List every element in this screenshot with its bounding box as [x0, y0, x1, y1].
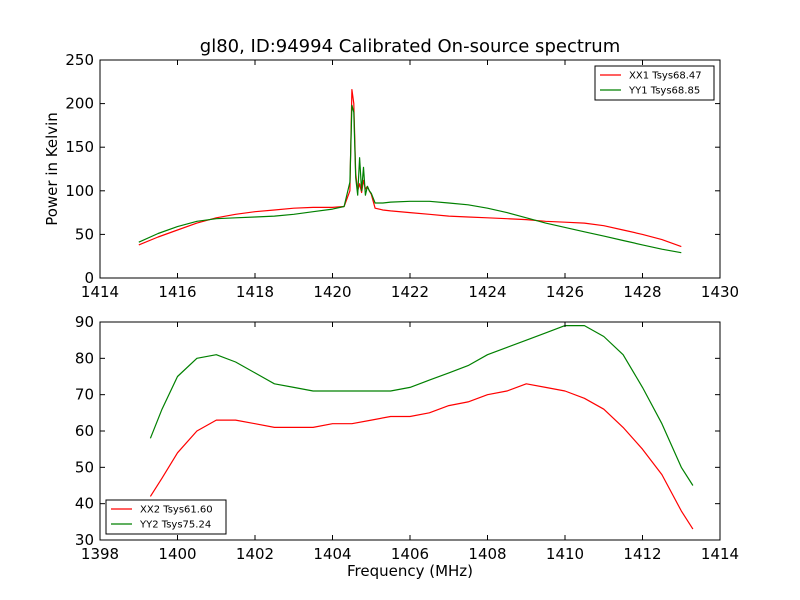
x-tick-label: 1424 [468, 283, 506, 301]
x-tick-label: 1410 [546, 545, 584, 563]
x-tick-label: 1412 [623, 545, 661, 563]
x-axis-label: Frequency (MHz) [347, 562, 473, 580]
y-tick-label: 70 [75, 386, 94, 404]
y-axis-label: Power in Kelvin [43, 112, 61, 226]
series-line-1 [138, 89, 682, 248]
legend-entry-1: XX1 Tsys68.47 [629, 71, 702, 82]
bottom-panel: 1398 1400 1402 1404 1406 1408 1410 1412 1414 30 40… [75, 313, 739, 563]
legend-box [105, 499, 227, 535]
x-tick-label: 1398 [81, 545, 119, 563]
x-tick-label: 1418 [236, 283, 274, 301]
legend: XX2 Tsys61.60 YY2 Tsys75.24 [105, 499, 227, 535]
x-tick-label: 1414 [701, 545, 739, 563]
y-tick-label: 0 [84, 269, 94, 287]
x-tick-label: 1422 [391, 283, 429, 301]
y-tick-label: 60 [75, 422, 94, 440]
x-tick-label: 1400 [158, 545, 196, 563]
legend-entry-1: XX2 Tsys61.60 [140, 505, 213, 516]
y-tick-label: 150 [65, 138, 94, 156]
chart-title: gl80, ID:94994 Calibrated On-source spec… [200, 36, 620, 57]
x-tick-label: 1428 [623, 283, 661, 301]
top-panel: 1414 1416 1418 1420 1422 1424 1426 1428 1430 0 50 1… [65, 51, 739, 301]
legend-box [594, 65, 715, 101]
x-tick-label: 1420 [313, 283, 351, 301]
y-tick-label: 50 [75, 225, 94, 243]
y-tick-label: 30 [75, 531, 94, 549]
series-line-2 [138, 104, 682, 254]
y-tick-label: 50 [75, 458, 94, 476]
series-line-1 [149, 383, 694, 530]
series-line-2 [149, 325, 694, 486]
legend-entry-2: YY1 Tsys68.85 [628, 86, 700, 97]
y-tick-label: 90 [75, 313, 94, 331]
y-tick-label: 200 [65, 95, 94, 113]
x-tick-label: 1414 [81, 283, 119, 301]
y-tick-label: 100 [65, 182, 94, 200]
x-tick-label: 1426 [546, 283, 584, 301]
x-tick-label: 1430 [701, 283, 739, 301]
y-tick-label: 40 [75, 495, 94, 513]
y-tick-label: 80 [75, 349, 94, 367]
y-tick-label: 250 [65, 51, 94, 69]
legend-entry-2: YY2 Tsys75.24 [139, 520, 211, 531]
x-tick-label: 1406 [391, 545, 429, 563]
x-tick-label: 1416 [158, 283, 196, 301]
x-tick-label: 1408 [468, 545, 506, 563]
legend: XX1 Tsys68.47 YY1 Tsys68.85 [594, 65, 715, 101]
x-tick-label: 1404 [313, 545, 351, 563]
x-tick-label: 1402 [236, 545, 274, 563]
